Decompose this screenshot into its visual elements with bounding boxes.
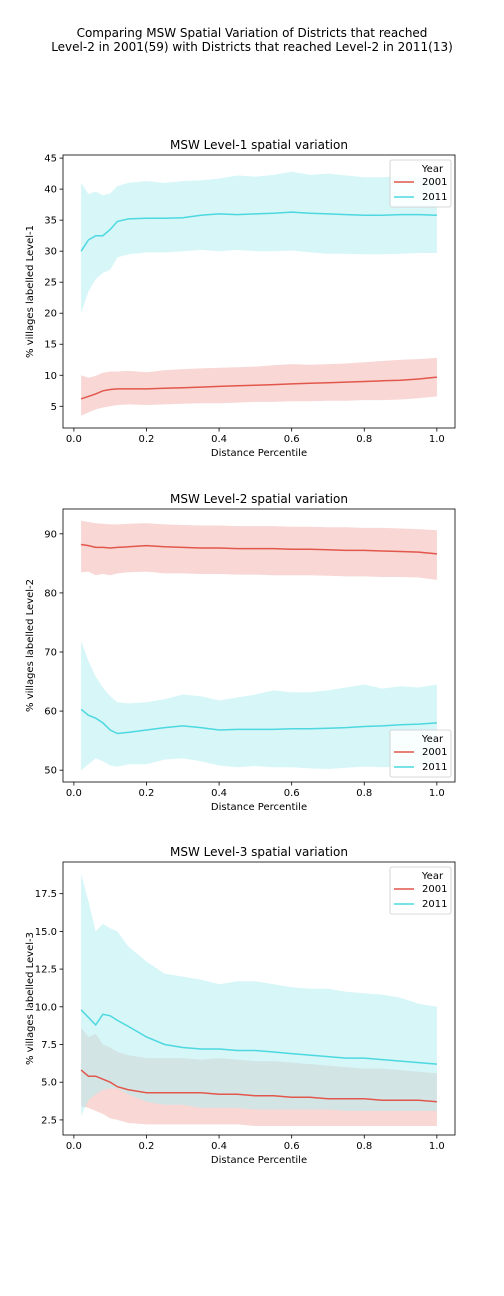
x-axis-label: Distance Percentile bbox=[211, 1155, 307, 1166]
legend: Year 2001 2011 bbox=[389, 866, 452, 915]
x-tick-label: 0.4 bbox=[211, 788, 227, 799]
x-tick-label: 0.6 bbox=[284, 788, 300, 799]
x-tick-label: 1.0 bbox=[429, 1141, 445, 1152]
y-tick-label: 30 bbox=[44, 247, 57, 258]
y-tick-label: 12.5 bbox=[35, 965, 57, 976]
y-axis-label: % villages labelled Level-2 bbox=[25, 579, 36, 712]
y-tick-label: 90 bbox=[44, 529, 57, 540]
legend-box bbox=[389, 729, 452, 778]
confidence-band-2001 bbox=[81, 357, 437, 416]
legend-entry-2001: 2001 bbox=[422, 884, 447, 895]
x-axis-label: Distance Percentile bbox=[211, 802, 307, 813]
y-tick-label: 45 bbox=[44, 154, 57, 165]
chart-level-2: 0.0 0.2 0.4 0.6 0.8 1.0 50 60 70 80 90 MSW Level-2 … bbox=[25, 492, 456, 813]
chart-title: MSW Level-3 spatial variation bbox=[170, 845, 348, 859]
legend-box bbox=[389, 159, 452, 208]
y-tick-label: 60 bbox=[44, 707, 57, 718]
x-tick-label: 1.0 bbox=[429, 788, 445, 799]
legend-title: Year bbox=[421, 871, 444, 882]
y-tick-label: 35 bbox=[44, 216, 57, 227]
y-tick-label: 15.0 bbox=[35, 927, 57, 938]
chart-title: MSW Level-1 spatial variation bbox=[170, 138, 348, 152]
figure-suptitle-line-1: Comparing MSW Spatial Variation of Distr… bbox=[76, 26, 428, 40]
x-tick-label: 0.2 bbox=[139, 434, 155, 445]
y-tick-label: 40 bbox=[44, 185, 57, 196]
y-tick-label: 2.5 bbox=[41, 1115, 57, 1126]
x-tick-label: 0.4 bbox=[211, 434, 227, 445]
chart-level-3: 0.0 0.2 0.4 0.6 0.8 1.0 2.5 5.0 7.5 10.0 12.5 15.0 1… bbox=[25, 845, 456, 1166]
y-tick-label: 50 bbox=[44, 766, 57, 777]
legend: Year 2001 2011 bbox=[389, 159, 452, 208]
series-line-2011 bbox=[80, 211, 437, 252]
x-tick-label: 0.8 bbox=[356, 1141, 372, 1152]
x-tick-label: 0.4 bbox=[211, 1141, 227, 1152]
y-axis-label: % villages labelled Level-1 bbox=[25, 225, 36, 358]
x-tick-label: 0.8 bbox=[356, 434, 372, 445]
y-tick-label: 80 bbox=[44, 588, 57, 599]
y-tick-label: 15 bbox=[44, 340, 57, 351]
confidence-band-2001 bbox=[81, 520, 437, 580]
y-tick-label: 5.0 bbox=[41, 1078, 57, 1089]
confidence-band-2011 bbox=[81, 641, 437, 771]
y-tick-label: 25 bbox=[44, 278, 57, 289]
series-line-2011 bbox=[80, 708, 437, 735]
legend-entry-2011: 2011 bbox=[422, 192, 447, 203]
chart-level-1: 0.0 0.2 0.4 0.6 0.8 1.0 5 10 15 20 25 30 35 40 45 MSW L… bbox=[25, 138, 456, 459]
legend-entry-2011: 2011 bbox=[422, 762, 447, 773]
axes-frame bbox=[62, 861, 456, 1136]
y-axis-label: % villages labelled Level-3 bbox=[25, 932, 36, 1065]
y-tick-label: 20 bbox=[44, 309, 57, 320]
x-axis-label: Distance Percentile bbox=[211, 448, 307, 459]
x-tick-label: 0.8 bbox=[356, 788, 372, 799]
legend-title: Year bbox=[421, 734, 444, 745]
figure-suptitle-line-2: Level-2 in 2001(59) with Districts that … bbox=[51, 40, 453, 54]
legend-box bbox=[389, 866, 452, 915]
series-line-2001 bbox=[80, 1069, 437, 1103]
legend-entry-2011: 2011 bbox=[422, 899, 447, 910]
y-tick-label: 17.5 bbox=[35, 889, 57, 900]
chart-title: MSW Level-2 spatial variation bbox=[170, 492, 348, 506]
axes-frame bbox=[62, 508, 456, 783]
y-tick-label: 7.5 bbox=[41, 1040, 57, 1051]
x-tick-label: 0.0 bbox=[66, 434, 82, 445]
legend-title: Year bbox=[421, 164, 444, 175]
legend: Year 2001 2011 bbox=[389, 729, 452, 778]
x-tick-label: 0.6 bbox=[284, 1141, 300, 1152]
confidence-band-2011 bbox=[81, 874, 437, 1116]
x-tick-label: 0.2 bbox=[139, 1141, 155, 1152]
x-tick-label: 0.0 bbox=[66, 788, 82, 799]
y-tick-label: 10 bbox=[44, 371, 57, 382]
x-tick-label: 0.6 bbox=[284, 434, 300, 445]
legend-entry-2001: 2001 bbox=[422, 177, 447, 188]
x-tick-label: 0.2 bbox=[139, 788, 155, 799]
y-tick-label: 10.0 bbox=[35, 1002, 57, 1013]
confidence-band-2011 bbox=[81, 171, 437, 314]
y-tick-label: 5 bbox=[51, 402, 57, 413]
series-line-2001 bbox=[80, 543, 437, 555]
series-line-2001 bbox=[80, 376, 437, 400]
series-line-2011 bbox=[80, 1009, 437, 1065]
x-tick-label: 0.0 bbox=[66, 1141, 82, 1152]
axes-frame bbox=[62, 154, 456, 429]
y-tick-label: 70 bbox=[44, 648, 57, 659]
x-tick-label: 1.0 bbox=[429, 434, 445, 445]
legend-entry-2001: 2001 bbox=[422, 747, 447, 758]
